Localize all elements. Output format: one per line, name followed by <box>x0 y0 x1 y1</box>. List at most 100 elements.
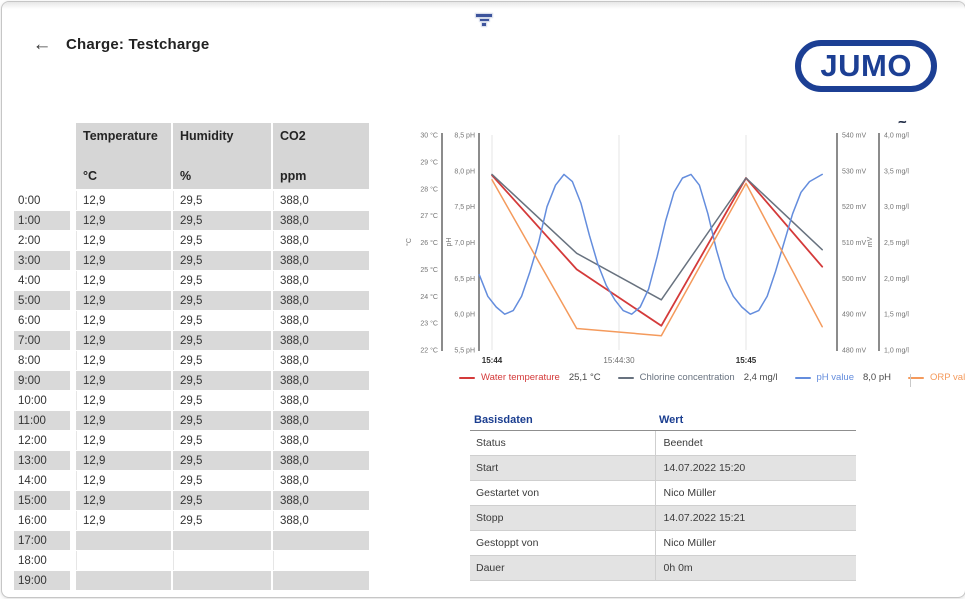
time-cell: 2:00 <box>14 231 76 251</box>
time-cell: 6:00 <box>14 311 76 331</box>
legend-swatch <box>794 376 811 379</box>
filter-bar <box>476 14 492 17</box>
y-tick-label-mv: 520 mV <box>842 204 866 211</box>
basisdaten-row: Status Beendet <box>470 430 856 456</box>
basisdaten-label: Status <box>470 430 655 456</box>
value-cell: 29,5 <box>173 291 273 311</box>
value-cell: 29,5 <box>173 191 273 211</box>
filter-icon[interactable] <box>468 10 500 30</box>
table-row: 14:00 12,9 29,5 388,0 <box>14 471 371 491</box>
basisdaten-row: Gestoppt von Nico Müller <box>470 530 856 556</box>
y-axis-unit-mv: mV <box>867 236 874 247</box>
table-row: 3:00 12,9 29,5 388,0 <box>14 251 371 271</box>
time-cell: 8:00 <box>14 351 76 371</box>
back-button[interactable]: ← <box>28 32 56 58</box>
value-cell: 12,9 <box>76 251 173 271</box>
y-tick-label-temp: 25 °C <box>420 266 438 274</box>
value-cell: 388,0 <box>273 391 371 411</box>
value-cell: 29,5 <box>173 411 273 431</box>
legend-current-value: 2,4 mg/l <box>743 372 778 383</box>
column-header-humidity: Humidity % <box>173 123 273 191</box>
value-cell: 12,9 <box>76 311 173 331</box>
topbar-shadow <box>2 2 965 9</box>
value-cell: 12,9 <box>76 191 173 211</box>
y-tick-label-temp: 24 °C <box>420 293 438 301</box>
time-cell: 18:00 <box>14 551 76 571</box>
value-cell: 29,5 <box>173 351 273 371</box>
value-cell: 388,0 <box>273 511 371 531</box>
page-title: Charge: Testcharge <box>66 36 210 53</box>
legend-label: Chlorine concentration <box>639 372 735 383</box>
back-arrow-icon: ← <box>32 34 52 55</box>
value-cell: 388,0 <box>273 191 371 211</box>
basisdaten-header: Basisdaten <box>470 413 655 431</box>
basisdaten-row: Stopp 14.07.2022 15:21 <box>470 505 856 531</box>
legend-swatch <box>908 376 924 379</box>
value-cell <box>76 571 173 591</box>
time-cell: 3:00 <box>14 251 76 271</box>
value-cell: 388,0 <box>273 331 371 351</box>
y-tick-label-temp: 23 °C <box>420 320 438 328</box>
time-cell: 7:00 <box>14 331 76 351</box>
table-row: 17:00 <box>14 531 371 551</box>
value-cell: 12,9 <box>76 271 173 291</box>
basisdaten-value: Beendet <box>654 430 856 456</box>
series-water-temperature <box>491 174 824 327</box>
legend-label: pH value <box>816 372 855 383</box>
legend-current-value: 25,1 °C <box>568 372 601 383</box>
table-row: 19:00 <box>14 571 371 591</box>
value-cell: 12,9 <box>76 471 173 491</box>
legend-item: pH value 8,0 pH <box>794 372 891 383</box>
time-cell: 0:00 <box>14 191 76 211</box>
basisdaten-label: Stopp <box>470 505 655 531</box>
y-tick-label-ph: 7,5 pH <box>454 204 475 211</box>
y-tick-label-ph: 8,0 pH <box>454 168 475 175</box>
basisdaten-value: 14.07.2022 15:20 <box>654 455 856 481</box>
y-tick-label-mgl: 1,0 mg/l <box>884 348 909 355</box>
basisdaten-value: 0h 0m <box>654 555 856 581</box>
time-cell: 9:00 <box>14 371 76 391</box>
value-cell: 12,9 <box>76 431 173 451</box>
y-tick-label-mgl: 2,0 mg/l <box>884 276 909 283</box>
legend-scrollbar <box>910 374 911 387</box>
basisdaten-value: Nico Müller <box>654 530 856 556</box>
time-cell: 13:00 <box>14 451 76 471</box>
legend-item: ORP value486,5 mV <box>908 372 965 383</box>
value-cell: 29,5 <box>173 471 273 491</box>
value-cell: 29,5 <box>173 311 273 331</box>
wert-header: Wert <box>655 413 856 431</box>
column-header-co2: CO2 ppm <box>273 123 371 191</box>
legend-label: Water temperature <box>481 372 560 383</box>
column-label: Humidity <box>180 129 234 143</box>
table-row: 8:00 12,9 29,5 388,0 <box>14 351 371 371</box>
y-tick-label-ph: 6,5 pH <box>454 276 475 283</box>
value-cell: 29,5 <box>173 271 273 291</box>
value-cell: 29,5 <box>173 511 273 531</box>
time-cell: 10:00 <box>14 391 76 411</box>
column-label: CO2 <box>280 129 306 143</box>
value-cell <box>173 551 273 571</box>
table-row: 16:00 12,9 29,5 388,0 <box>14 511 371 531</box>
table-row: 10:00 12,9 29,5 388,0 <box>14 391 371 411</box>
legend-current-value: 8,0 pH <box>863 372 891 383</box>
basisdaten-label: Gestartet von <box>470 480 655 506</box>
value-cell: 29,5 <box>173 451 273 471</box>
measurements-table: Temperature °C Humidity % CO2 ppm <box>14 123 371 591</box>
y-axis-unit-temp: °C <box>405 238 413 246</box>
value-cell: 388,0 <box>273 251 371 271</box>
value-cell: 12,9 <box>76 211 173 231</box>
chart-legend: Water temperature 25,1 °C Chlorine concent… <box>459 372 965 383</box>
time-cell: 1:00 <box>14 211 76 231</box>
time-cell: 11:00 <box>14 411 76 431</box>
time-column-header <box>14 123 76 191</box>
value-cell: 12,9 <box>76 351 173 371</box>
basisdaten-label: Gestoppt von <box>470 530 655 556</box>
table-row: 9:00 12,9 29,5 388,0 <box>14 371 371 391</box>
time-cell: 16:00 <box>14 511 76 531</box>
value-cell: 29,5 <box>173 491 273 511</box>
value-cell: 388,0 <box>273 471 371 491</box>
time-cell: 4:00 <box>14 271 76 291</box>
y-tick-label-temp: 29 °C <box>420 158 438 166</box>
basisdaten-value: 14.07.2022 15:21 <box>654 505 856 531</box>
value-cell: 12,9 <box>76 371 173 391</box>
